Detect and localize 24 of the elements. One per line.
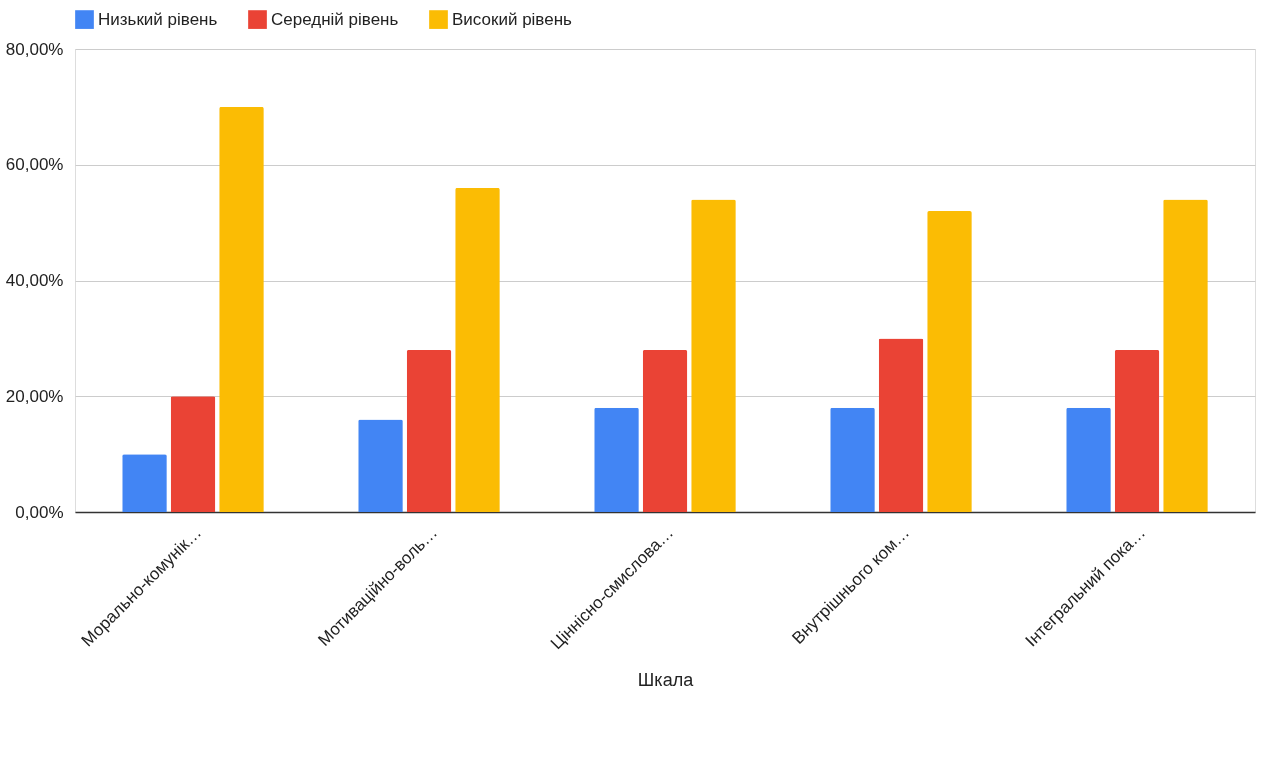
- y-tick-label: 60,00%: [5, 155, 64, 175]
- bar: [1114, 349, 1160, 512]
- bar: [642, 349, 688, 512]
- bar: [219, 106, 264, 512]
- y-tick-label: 20,00%: [5, 386, 64, 406]
- y-tick-label: 40,00%: [5, 271, 64, 290]
- bar: [691, 199, 736, 512]
- bar: [1163, 199, 1208, 512]
- bar: [830, 407, 875, 512]
- bar: [1066, 407, 1111, 512]
- y-tick-label: 0,00%: [15, 502, 64, 522]
- bar: [594, 407, 639, 512]
- legend-label: Середній рівень: [271, 9, 399, 29]
- bar: [122, 454, 167, 512]
- bar: [358, 419, 403, 512]
- bar: [927, 211, 972, 512]
- bar: [406, 349, 452, 512]
- legend-label: Низький рівень: [98, 9, 218, 29]
- legend-label: Високий рівень: [452, 9, 573, 29]
- y-tick-label: 80,00%: [5, 39, 64, 59]
- bar: [455, 187, 500, 512]
- x-axis-title: Шкала: [637, 670, 695, 691]
- bar: [170, 396, 216, 512]
- bar: [878, 338, 924, 512]
